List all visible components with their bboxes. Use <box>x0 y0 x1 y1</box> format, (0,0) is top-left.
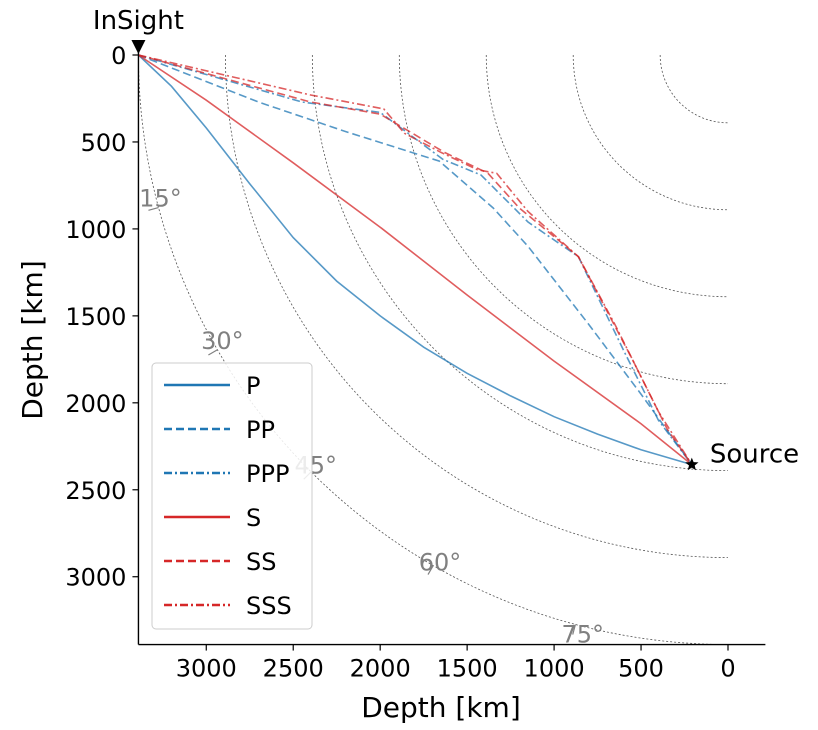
x-tick-label: 2500 <box>263 655 324 683</box>
series-layer <box>137 54 693 466</box>
x-axis-label: Depth [km] <box>361 691 521 724</box>
axes-layer: 0 500 1000 1500 2000 2500 3000 3000 2500 2000 1500… <box>65 42 766 683</box>
series-sss-line <box>138 54 693 466</box>
legend-label-ppp: PPP <box>246 460 289 488</box>
y-tick-label: 0 <box>111 42 126 70</box>
x-tick-label: 1000 <box>524 655 585 683</box>
series-pp-line <box>138 54 693 466</box>
depth-circle <box>572 54 729 211</box>
y-tick-label: 2000 <box>65 390 126 418</box>
x-tick-label: 3000 <box>176 655 237 683</box>
legend-label-sss: SSS <box>246 592 292 620</box>
receiver-label: InSight <box>93 6 184 36</box>
angle-label: 15° <box>139 184 182 212</box>
depth-circle <box>659 54 729 124</box>
y-axis-label: Depth [km] <box>16 260 49 420</box>
receiver-marker <box>131 40 146 54</box>
legend-label-ss: SS <box>246 548 276 576</box>
source-label: Source <box>710 440 799 470</box>
x-tick-label: 2000 <box>350 655 411 683</box>
angle-tick <box>572 624 576 635</box>
legend-box <box>151 362 313 630</box>
legend-label-p: P <box>246 372 260 400</box>
source-marker <box>685 457 699 471</box>
angle-tick <box>427 565 434 575</box>
series-p-line <box>137 54 693 466</box>
angle-label: 60° <box>419 549 462 577</box>
y-tick-label: 1500 <box>65 303 126 331</box>
x-tick-label: 500 <box>618 655 664 683</box>
y-tick-label: 1000 <box>65 216 126 244</box>
x-tick-label: 1500 <box>437 655 498 683</box>
series-s-line <box>137 54 693 466</box>
y-tick-label: 500 <box>81 129 127 157</box>
angle-tick <box>148 207 159 211</box>
y-tick-label: 3000 <box>65 564 126 592</box>
legend-label-pp: PP <box>246 416 275 444</box>
x-tick-label: 0 <box>720 655 735 683</box>
depth-circle <box>485 54 729 298</box>
marker-layer: InSight Source <box>93 6 799 471</box>
angle-tick <box>208 349 218 356</box>
depth-circle <box>138 54 729 645</box>
y-tick-label: 2500 <box>65 477 126 505</box>
angle-label: 30° <box>201 327 244 355</box>
depth-circle <box>398 54 729 385</box>
legend-label-s: S <box>246 504 261 532</box>
depth-circle <box>311 54 729 472</box>
